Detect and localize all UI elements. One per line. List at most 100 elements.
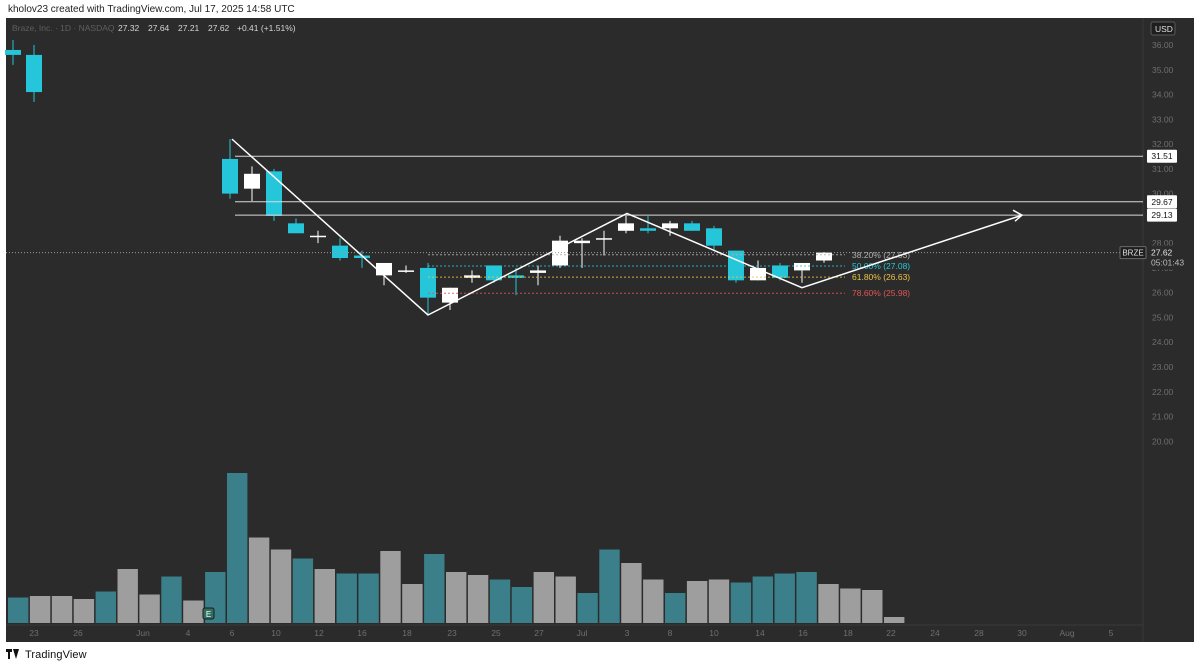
time-tick-label: 10: [709, 628, 719, 638]
price-tick-label: 35.00: [1152, 65, 1174, 75]
level-price-tag: [1147, 195, 1177, 209]
zigzag-projection-line: [231, 138, 1023, 316]
candle-body: [354, 255, 370, 259]
ohlc-close: 27.62: [208, 23, 230, 33]
level-price-label: 31.51: [1151, 151, 1173, 161]
volume-bar: [862, 590, 883, 623]
volume-bar: [686, 581, 708, 623]
candle-body: [816, 252, 832, 261]
time-tick-label: 16: [798, 628, 808, 638]
volume-bar: [73, 599, 95, 623]
level-price-tag: [1147, 149, 1177, 163]
price-tick-label: 28.00: [1152, 238, 1174, 248]
ohlc-open: 27.32: [118, 23, 140, 33]
volume-bar: [840, 588, 861, 623]
volume-bar: [621, 563, 642, 623]
candle-body: [244, 173, 260, 189]
fib-level-label: 78.60% (25.98): [852, 288, 910, 298]
price-tick-label: 20.00: [1152, 436, 1174, 446]
candle-body: [310, 235, 326, 238]
time-tick-label: 23: [29, 628, 39, 638]
volume-bar: [467, 575, 489, 623]
level-price-label: 29.13: [1151, 210, 1173, 220]
candle-body: [5, 49, 21, 55]
time-tick-label: 23: [447, 628, 457, 638]
price-tick-label: 34.00: [1152, 90, 1174, 100]
footer: TradingView: [0, 645, 1200, 665]
candle-body: [640, 228, 656, 231]
volume-bar: [183, 600, 204, 623]
currency-label: USD: [1155, 24, 1173, 34]
candle-body: [618, 223, 634, 231]
symbol-tag-box: [1119, 246, 1147, 260]
fib-level-label: 50.00% (27.08): [852, 261, 910, 271]
price-tick-label: 25.00: [1152, 312, 1174, 322]
time-tick-label: 6: [230, 628, 235, 638]
ohlc-change: +0.41 (+1.51%): [237, 23, 296, 33]
volume-bar: [555, 576, 576, 623]
level-price-tag: [1147, 208, 1177, 222]
symbol-tag-label: BRZE: [1122, 249, 1143, 258]
volume-bar: [446, 572, 467, 623]
chart-area[interactable]: [6, 18, 1194, 642]
candle-body: [222, 158, 238, 194]
time-tick-label: Aug: [1059, 628, 1074, 638]
time-tick-label: 24: [930, 628, 940, 638]
candle-body: [574, 240, 590, 244]
tradingview-brand-text: TradingView: [25, 649, 87, 661]
candle-body: [288, 223, 304, 234]
price-tick-label: 30.00: [1152, 189, 1174, 199]
candle-body: [552, 240, 568, 266]
volume-bar: [665, 593, 686, 623]
volume-bar: [336, 573, 357, 623]
candle-body: [706, 228, 722, 246]
price-tick-label: 24.00: [1152, 337, 1174, 347]
price-tick-label: 31.00: [1152, 164, 1174, 174]
volume-bar: [227, 473, 248, 623]
earnings-marker-icon: [202, 607, 215, 620]
earnings-marker-label: E: [206, 610, 211, 619]
volume-bar: [380, 551, 401, 623]
time-tick-label: 25: [491, 628, 501, 638]
level-price-label: 29.67: [1151, 197, 1173, 207]
time-tick-label: 30: [1017, 628, 1027, 638]
volume-bar: [511, 587, 533, 623]
bar-countdown-label: 05:01:43: [1151, 258, 1184, 268]
candle-body: [266, 171, 282, 216]
volume-bar: [796, 572, 817, 623]
time-tick-label: 28: [974, 628, 984, 638]
volume-bar: [402, 584, 423, 623]
time-tick-label: Jul: [577, 628, 588, 638]
time-tick-label: 18: [402, 628, 412, 638]
volume-bar: [161, 576, 182, 623]
candle-body: [26, 54, 42, 93]
time-tick-label: 10: [271, 628, 281, 638]
volume-bar: [533, 572, 554, 623]
time-tick-label: 22: [886, 628, 896, 638]
price-tick-label: 21.00: [1152, 412, 1174, 422]
current-price-label: 27.62: [1151, 248, 1173, 258]
candle-body: [772, 265, 788, 278]
top-bar: kholov23 created with TradingView.com, J…: [0, 0, 1200, 18]
candle-body: [420, 267, 436, 298]
ohlc-low: 27.21: [178, 23, 200, 33]
projection-arrowhead-icon: [1012, 209, 1024, 222]
credit-text: kholov23 created with TradingView.com, J…: [8, 4, 295, 15]
candle-body: [398, 270, 414, 272]
candle-body: [332, 245, 348, 259]
candle-body: [376, 262, 392, 276]
tradingview-logo-icon: [6, 649, 19, 659]
volume-bar: [708, 579, 730, 623]
time-tick-label: 12: [314, 628, 324, 638]
time-tick-label: 4: [186, 628, 191, 638]
volume-bar: [270, 549, 292, 623]
tradingview-logo[interactable]: TradingView: [6, 649, 87, 661]
volume-bar: [884, 617, 905, 623]
fib-level-label: 38.20% (27.53): [852, 250, 910, 260]
price-tick-label: 36.00: [1152, 40, 1174, 50]
price-tick-label: 22.00: [1152, 387, 1174, 397]
volume-bar: [752, 576, 773, 623]
candle-body: [530, 270, 546, 273]
time-tick-label: 8: [668, 628, 673, 638]
